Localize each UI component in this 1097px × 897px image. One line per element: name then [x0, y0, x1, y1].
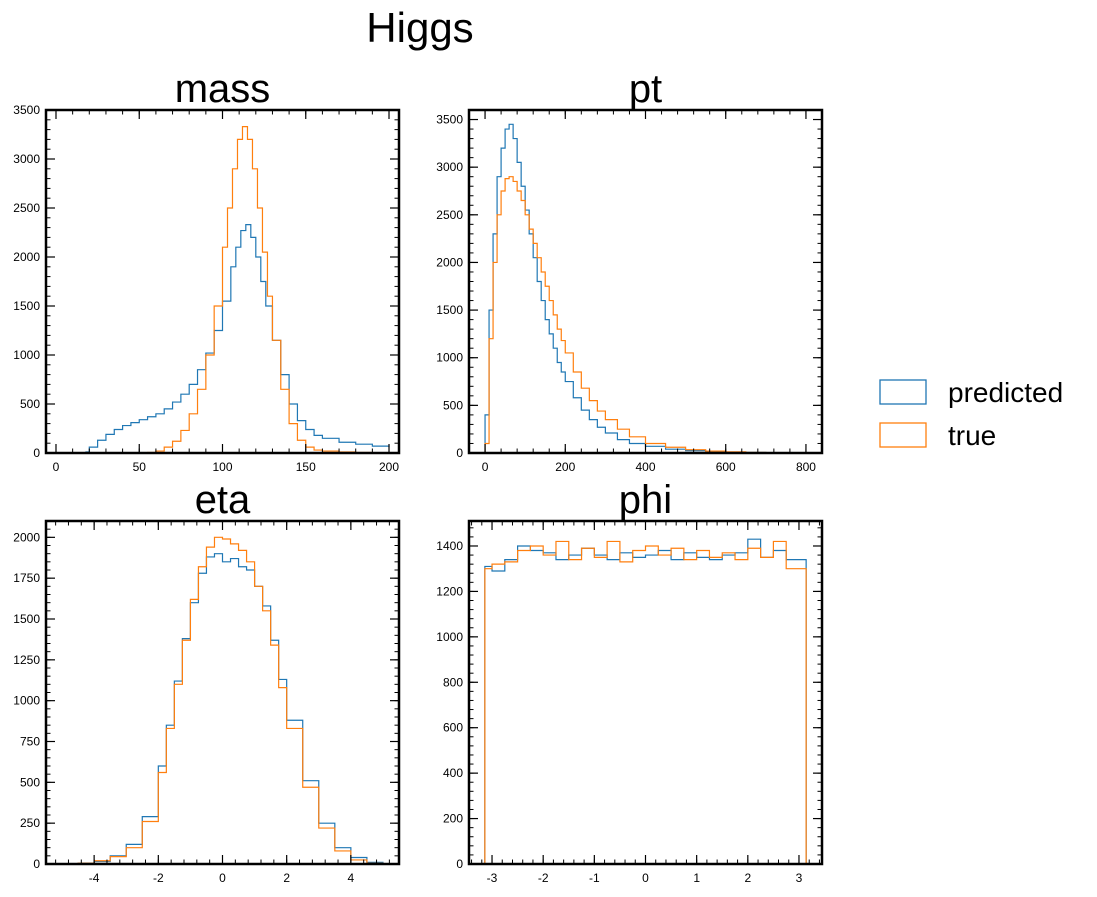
figure-title: Higgs [366, 4, 473, 51]
legend-swatch-true [879, 422, 927, 448]
x-tick-label: -2 [538, 871, 549, 885]
x-tick-label: 150 [296, 460, 316, 474]
series-line-true [55, 126, 390, 453]
axes-frame [44, 519, 401, 866]
y-tick-label: 1500 [436, 303, 463, 317]
panel-eta: eta -4 -2 0 2 4 0 250 500 750 1000 1250 1500 1750 2000 [13, 478, 401, 885]
panel-title-mass: mass [175, 67, 271, 111]
y-tick-label: 1000 [436, 351, 463, 365]
y-tick-label: 800 [443, 675, 463, 689]
axes-frame [467, 108, 824, 455]
x-tick-label: 600 [716, 460, 736, 474]
y-tick-label: 1750 [13, 571, 40, 585]
panel-title-eta: eta [195, 478, 251, 522]
x-tick-label: 50 [133, 460, 147, 474]
x-tick-label: -3 [487, 871, 498, 885]
y-tick-label: 0 [33, 446, 40, 460]
y-tick-label: 1400 [436, 539, 463, 553]
legend-label-true: true [948, 420, 996, 451]
y-tick-label: 200 [443, 812, 463, 826]
x-tick-label: 400 [635, 460, 655, 474]
y-tick-label: 1000 [13, 694, 40, 708]
panel-title-pt: pt [629, 67, 662, 111]
y-tick-label: 1250 [13, 653, 40, 667]
x-tick-label: 0 [482, 460, 489, 474]
y-tick-label: 400 [443, 766, 463, 780]
series-line-true [484, 540, 807, 864]
y-tick-label: 2000 [13, 530, 40, 544]
y-tick-label: 500 [20, 397, 40, 411]
x-tick-label: 200 [555, 460, 575, 474]
x-tick-label: 1 [693, 871, 700, 885]
y-tick-label: 1500 [13, 612, 40, 626]
y-tick-label: 0 [456, 857, 463, 871]
y-tick-label: 3500 [436, 113, 463, 127]
series-line-predicted [484, 123, 807, 453]
legend-label-predicted: predicted [948, 377, 1063, 408]
x-tick-label: 3 [796, 871, 803, 885]
y-tick-label: 1500 [13, 299, 40, 313]
y-tick-label: 0 [33, 857, 40, 871]
y-tick-label: 2500 [13, 201, 40, 215]
y-tick-label: 750 [20, 735, 40, 749]
x-tick-label: 200 [379, 460, 399, 474]
y-tick-label: 3000 [13, 152, 40, 166]
y-tick-label: 500 [20, 775, 40, 789]
x-tick-label: -4 [89, 871, 100, 885]
x-tick-label: 0 [53, 460, 60, 474]
x-tick-label: 0 [642, 871, 649, 885]
series-line-true [484, 176, 807, 453]
x-tick-label: 2 [744, 871, 751, 885]
series-line-predicted [55, 224, 390, 453]
y-tick-label: 1000 [436, 630, 463, 644]
y-tick-label: 1000 [13, 348, 40, 362]
y-tick-label: 2000 [436, 255, 463, 269]
x-tick-label: -1 [589, 871, 600, 885]
panel-phi: phi -3 -2 -1 0 1 2 3 0 200 400 600 800 1000 1200 1400 [436, 478, 824, 885]
series-line-true [62, 536, 384, 864]
x-tick-label: 800 [796, 460, 816, 474]
y-tick-label: 250 [20, 816, 40, 830]
panel-title-phi: phi [619, 478, 672, 522]
panel-pt: pt 0 200 400 600 800 0 500 1000 1500 2000 2500 3000 3… [436, 67, 824, 474]
x-tick-label: 100 [212, 460, 232, 474]
y-tick-label: 2500 [436, 208, 463, 222]
series-line-predicted [484, 538, 807, 864]
x-tick-label: 4 [348, 871, 355, 885]
series-line-predicted [62, 553, 384, 864]
x-tick-label: 0 [219, 871, 226, 885]
axes-frame [467, 519, 824, 866]
y-tick-label: 3500 [13, 103, 40, 117]
x-tick-label: 2 [283, 871, 290, 885]
legend: predicted true [879, 377, 1063, 451]
y-tick-label: 500 [443, 398, 463, 412]
y-tick-label: 1200 [436, 584, 463, 598]
x-tick-label: -2 [153, 871, 164, 885]
y-tick-label: 600 [443, 721, 463, 735]
y-tick-label: 0 [456, 446, 463, 460]
y-tick-label: 2000 [13, 250, 40, 264]
y-tick-label: 3000 [436, 160, 463, 174]
legend-swatch-predicted [879, 379, 927, 405]
